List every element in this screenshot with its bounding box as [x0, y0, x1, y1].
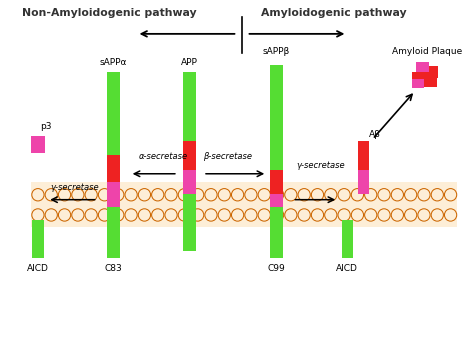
Bar: [183, 141, 196, 170]
Bar: [183, 72, 196, 141]
Bar: [423, 77, 437, 87]
Bar: [357, 170, 369, 194]
Text: sAPPβ: sAPPβ: [263, 47, 290, 56]
Bar: [107, 183, 120, 207]
Text: γ-secretase: γ-secretase: [51, 183, 99, 192]
Bar: [357, 141, 369, 170]
Bar: [31, 183, 457, 227]
Text: γ-secretase: γ-secretase: [296, 161, 345, 170]
Bar: [107, 72, 120, 155]
Bar: [412, 79, 424, 88]
Bar: [107, 155, 120, 183]
Bar: [32, 220, 44, 258]
Bar: [270, 194, 283, 207]
Bar: [183, 170, 196, 194]
Text: Non-Amyloidogenic pathway: Non-Amyloidogenic pathway: [22, 8, 196, 18]
Bar: [183, 194, 196, 252]
Text: APP: APP: [181, 58, 198, 67]
Text: p3: p3: [40, 121, 52, 131]
Text: α-secretase: α-secretase: [139, 152, 188, 161]
Text: Aβ: Aβ: [369, 130, 381, 139]
Text: C99: C99: [267, 264, 285, 273]
Bar: [270, 65, 283, 170]
Text: C83: C83: [105, 264, 123, 273]
Bar: [412, 72, 427, 82]
Text: β-secretase: β-secretase: [203, 152, 252, 161]
Bar: [417, 62, 429, 72]
Bar: [422, 66, 438, 78]
Bar: [270, 170, 283, 194]
Bar: [342, 220, 353, 258]
Bar: [270, 207, 283, 258]
Text: AICD: AICD: [337, 264, 358, 273]
Text: Amyloid Plaque: Amyloid Plaque: [392, 47, 463, 56]
Bar: [31, 136, 45, 153]
Bar: [107, 207, 120, 258]
Text: sAPPα: sAPPα: [100, 58, 128, 67]
Text: AICD: AICD: [27, 264, 49, 273]
Text: Amyloidogenic pathway: Amyloidogenic pathway: [261, 8, 406, 18]
